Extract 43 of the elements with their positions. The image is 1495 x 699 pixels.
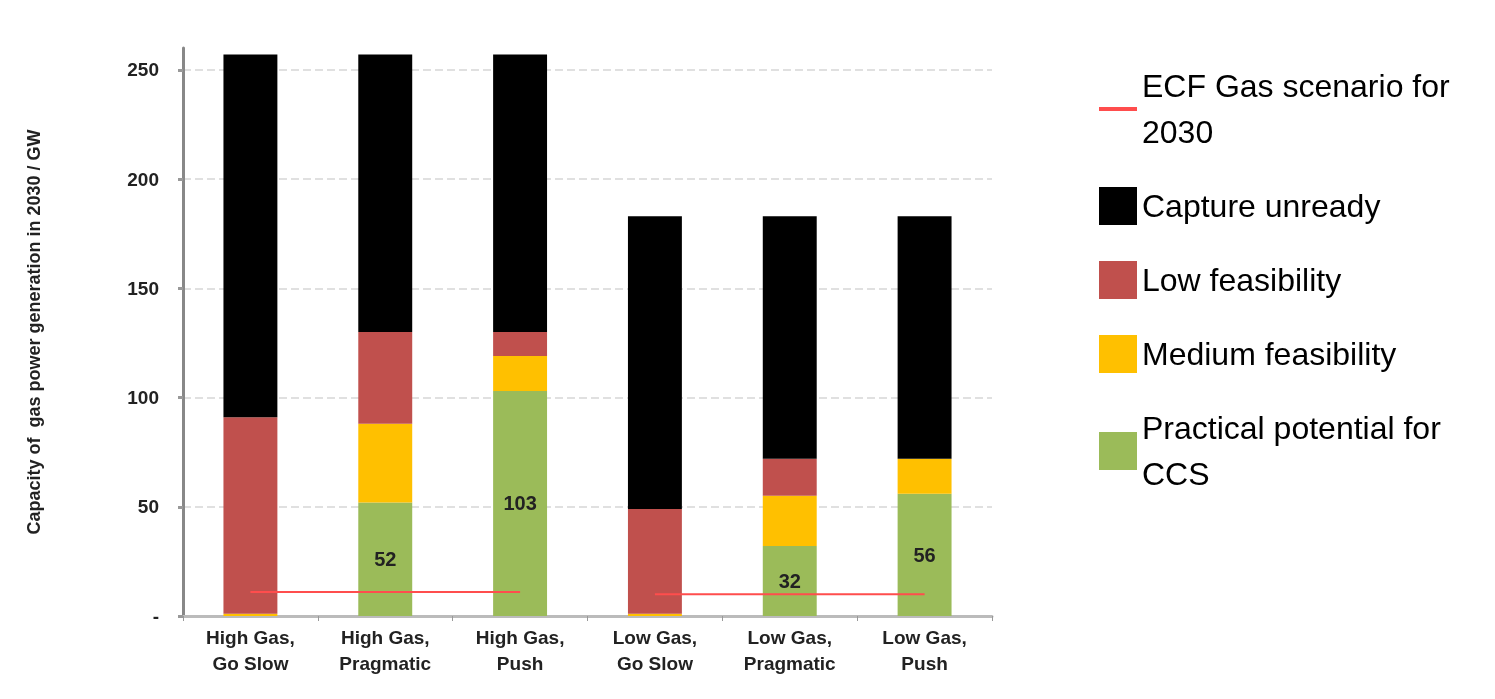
y-axis-title: Capacity of gas power generation in 2030 / GW bbox=[24, 129, 44, 535]
legend-label: Capture unready bbox=[1142, 188, 1381, 224]
bar bbox=[223, 613, 278, 616]
x-tick-label: Low Gas, Push bbox=[882, 626, 967, 674]
y-tick-label: 100 bbox=[127, 387, 159, 409]
bar bbox=[627, 613, 682, 616]
x-tick-label: High Gas, Go Slow bbox=[206, 626, 295, 674]
y-tick-label: 50 bbox=[137, 496, 159, 518]
x-tick-label: Low Gas, Go Slow bbox=[612, 626, 698, 674]
bar bbox=[762, 216, 817, 459]
bar bbox=[493, 356, 548, 391]
bar bbox=[493, 332, 548, 357]
bar bbox=[358, 332, 413, 424]
bar bbox=[762, 495, 817, 547]
data-label: 52 bbox=[374, 548, 397, 571]
x-tick-label: High Gas, Push bbox=[475, 626, 565, 674]
legend-label: Low feasibility bbox=[1142, 262, 1342, 298]
y-tick-label: 150 bbox=[127, 277, 159, 299]
bar bbox=[897, 216, 952, 459]
legend-label: Medium feasibility bbox=[1142, 336, 1397, 372]
bar bbox=[762, 458, 817, 496]
bar bbox=[627, 216, 682, 509]
bar bbox=[493, 54, 548, 332]
legend-label: Practical potential for CCS bbox=[1142, 410, 1450, 492]
y-tick-label: - bbox=[152, 605, 159, 627]
x-tick-label: Low Gas, Pragmatic bbox=[743, 626, 837, 674]
bar bbox=[358, 423, 413, 503]
data-label: 32 bbox=[778, 570, 801, 593]
x-tick-label: High Gas, Pragmatic bbox=[339, 626, 432, 674]
bar bbox=[358, 502, 413, 616]
bar bbox=[223, 54, 278, 418]
bar bbox=[897, 458, 952, 494]
bar bbox=[223, 417, 278, 614]
y-tick-label: 200 bbox=[127, 168, 159, 190]
bar bbox=[358, 54, 413, 332]
legend-label: ECF Gas scenario for 2030 bbox=[1142, 68, 1459, 150]
bar bbox=[762, 546, 817, 616]
data-label: 103 bbox=[503, 492, 537, 515]
bar bbox=[627, 508, 682, 614]
y-tick-label: 250 bbox=[127, 59, 159, 81]
data-label: 56 bbox=[913, 543, 936, 566]
bar bbox=[897, 493, 952, 616]
bar bbox=[493, 390, 548, 616]
